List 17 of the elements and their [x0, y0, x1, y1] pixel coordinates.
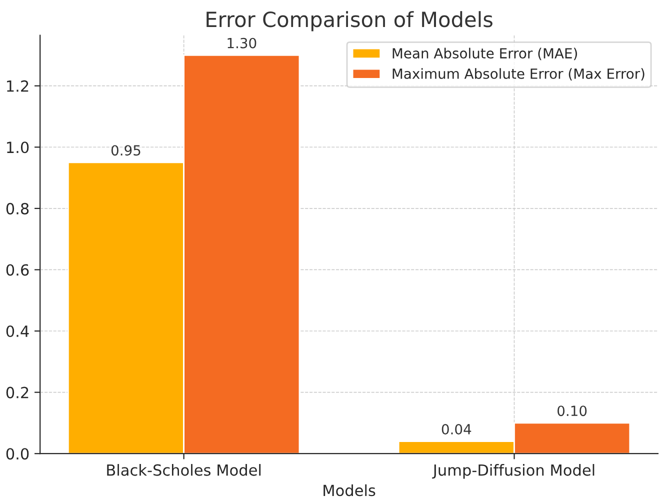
y-tick-label: 1.2	[7, 80, 28, 92]
y-tick-label: 0.6	[6, 264, 29, 276]
legend-label: Mean Absolute Error (MAE)	[392, 48, 577, 60]
data-label: 0.95	[111, 145, 140, 156]
y-tick-label: 1.0	[7, 142, 29, 154]
data-label: 1.30	[228, 38, 256, 48]
data-label: 0.04	[442, 424, 472, 434]
x-axis-title: Models	[324, 484, 376, 496]
chart-title: Error Comparison of Models	[206, 11, 492, 32]
y-tick-label: 0.8	[6, 202, 29, 214]
legend-label: Maximum Absolute Error (Max Error)	[392, 68, 644, 81]
y-tick-label: 0.0	[6, 448, 29, 460]
y-tick-label: 0.4	[6, 325, 29, 338]
x-tick-label: Jump-Diffusion Model	[432, 464, 594, 479]
x-tick-label: Black-Scholes Model	[107, 464, 261, 476]
data-label: 0.10	[558, 406, 587, 416]
y-tick-label: 0.2	[6, 386, 28, 398]
